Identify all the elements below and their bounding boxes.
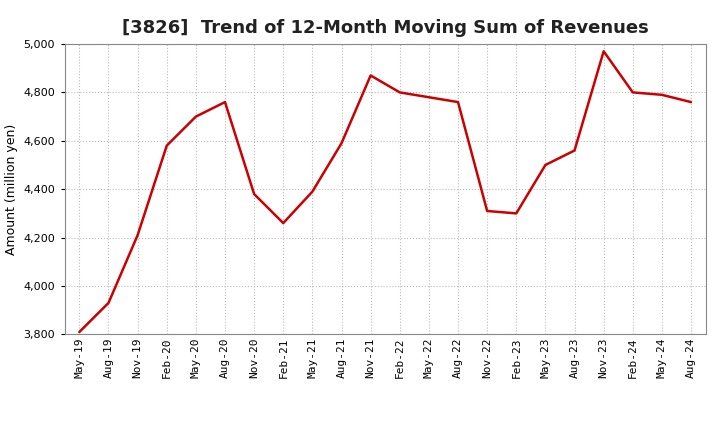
Y-axis label: Amount (million yen): Amount (million yen) xyxy=(5,124,18,255)
Title: [3826]  Trend of 12-Month Moving Sum of Revenues: [3826] Trend of 12-Month Moving Sum of R… xyxy=(122,19,649,37)
